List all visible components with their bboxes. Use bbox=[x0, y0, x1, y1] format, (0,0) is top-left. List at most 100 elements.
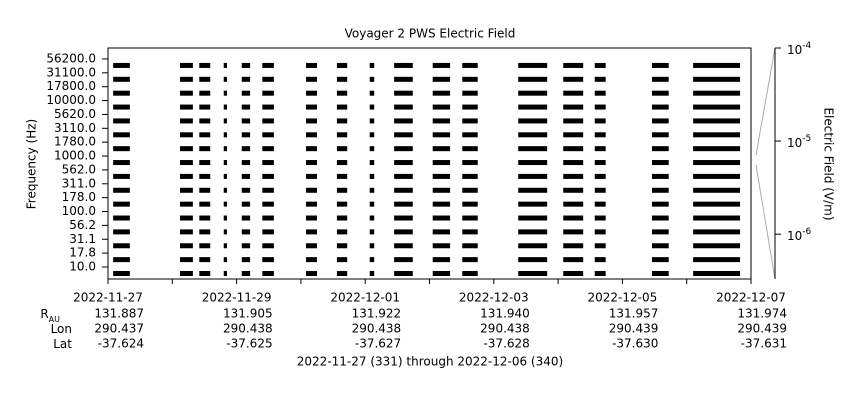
ephemeris-label-text: Lat bbox=[53, 337, 72, 351]
observation-segment bbox=[180, 132, 193, 138]
observation-segment bbox=[693, 132, 741, 138]
observation-segment bbox=[594, 146, 606, 152]
observation-segment bbox=[394, 173, 413, 179]
observation-segment bbox=[306, 90, 317, 96]
observation-segment bbox=[651, 243, 669, 249]
observation-segment bbox=[594, 229, 606, 235]
observation-segment bbox=[262, 76, 274, 82]
ephemeris-label: Lat bbox=[53, 337, 72, 351]
observation-segment bbox=[518, 132, 548, 138]
y-tick-label: 311.0 bbox=[62, 176, 96, 190]
observation-segment bbox=[462, 229, 478, 235]
observation-segment bbox=[462, 257, 478, 263]
observation-segment bbox=[262, 146, 274, 152]
observation-segment bbox=[394, 146, 413, 152]
observation-segment bbox=[113, 215, 130, 221]
observation-segment bbox=[180, 187, 193, 193]
ephemeris-value: -37.627 bbox=[355, 337, 401, 351]
observation-segment bbox=[462, 243, 478, 249]
observation-segment bbox=[262, 132, 274, 138]
observation-segment bbox=[394, 132, 413, 138]
observation-segment bbox=[223, 90, 227, 96]
observation-segment bbox=[462, 104, 478, 110]
observation-segment bbox=[199, 62, 211, 68]
observation-segment bbox=[369, 215, 375, 221]
observation-segment bbox=[223, 132, 227, 138]
observation-segment bbox=[462, 76, 478, 82]
y-axis-label: Frequency (Hz) bbox=[25, 119, 39, 210]
y-tick-label: 178.0 bbox=[62, 190, 96, 204]
observation-segment bbox=[199, 271, 211, 276]
observation-segment bbox=[223, 257, 227, 263]
observation-segment bbox=[394, 76, 413, 82]
observation-segment bbox=[113, 243, 130, 249]
observation-segment bbox=[594, 243, 606, 249]
observation-segment bbox=[262, 173, 274, 179]
observation-segment bbox=[369, 76, 375, 82]
observation-segment bbox=[199, 118, 211, 124]
observation-segment bbox=[394, 257, 413, 263]
observation-segment bbox=[336, 187, 348, 193]
observation-segment bbox=[594, 118, 606, 124]
observation-segment bbox=[462, 271, 478, 276]
observation-segment bbox=[336, 76, 348, 82]
observation-segment bbox=[651, 215, 669, 221]
observation-segment bbox=[113, 160, 130, 166]
observation-segment bbox=[223, 118, 227, 124]
observation-segment bbox=[199, 173, 211, 179]
observation-segment bbox=[651, 229, 669, 235]
observation-segment bbox=[432, 90, 451, 96]
observation-segment bbox=[369, 271, 375, 276]
observation-segment bbox=[518, 104, 548, 110]
ephemeris-value: 131.974 bbox=[737, 307, 787, 321]
observation-segment bbox=[223, 173, 227, 179]
observation-segment bbox=[462, 118, 478, 124]
observation-segment bbox=[223, 187, 227, 193]
observation-segment bbox=[594, 104, 606, 110]
observation-segment bbox=[306, 104, 317, 110]
observation-segment bbox=[306, 215, 317, 221]
observation-segment bbox=[306, 160, 317, 166]
observation-segment bbox=[336, 90, 348, 96]
ephemeris-value: 290.438 bbox=[480, 322, 530, 336]
observation-segment bbox=[563, 132, 584, 138]
observation-segment bbox=[336, 62, 348, 68]
observation-segment bbox=[651, 146, 669, 152]
observation-segment bbox=[369, 173, 375, 179]
ephemeris-value: 290.437 bbox=[94, 322, 144, 336]
observation-segment bbox=[651, 160, 669, 166]
observation-segment bbox=[563, 118, 584, 124]
observation-segment bbox=[518, 90, 548, 96]
ephemeris-value: -37.630 bbox=[612, 337, 658, 351]
observation-segment bbox=[241, 160, 251, 166]
colorbar-label: Electric Field (V/m) bbox=[822, 107, 836, 220]
observation-segment bbox=[180, 229, 193, 235]
observation-segment bbox=[306, 132, 317, 138]
observation-segment bbox=[262, 201, 274, 207]
observation-segment bbox=[180, 118, 193, 124]
observation-segment bbox=[693, 187, 741, 193]
observation-segment bbox=[199, 160, 211, 166]
observation-segment bbox=[518, 173, 548, 179]
observation-segment bbox=[336, 243, 348, 249]
ephemeris-value: 290.438 bbox=[352, 322, 402, 336]
y-tick-label: 1780.0 bbox=[54, 135, 96, 149]
observation-segment bbox=[651, 62, 669, 68]
y-tick-label: 3110.0 bbox=[54, 121, 96, 135]
observation-segment bbox=[199, 146, 211, 152]
observation-segment bbox=[113, 229, 130, 235]
observation-segment bbox=[594, 173, 606, 179]
y-tick-label: 100.0 bbox=[62, 204, 96, 218]
observation-segment bbox=[518, 229, 548, 235]
observation-segment bbox=[518, 118, 548, 124]
observation-segment bbox=[180, 90, 193, 96]
observation-segment bbox=[262, 243, 274, 249]
observation-segment bbox=[432, 201, 451, 207]
observation-segment bbox=[113, 271, 130, 276]
observation-segment bbox=[262, 160, 274, 166]
x-tick-label: 2022-11-29 bbox=[202, 291, 272, 305]
observation-segment bbox=[241, 104, 251, 110]
observation-segment bbox=[651, 201, 669, 207]
observation-segment bbox=[336, 201, 348, 207]
observation-segment bbox=[518, 215, 548, 221]
